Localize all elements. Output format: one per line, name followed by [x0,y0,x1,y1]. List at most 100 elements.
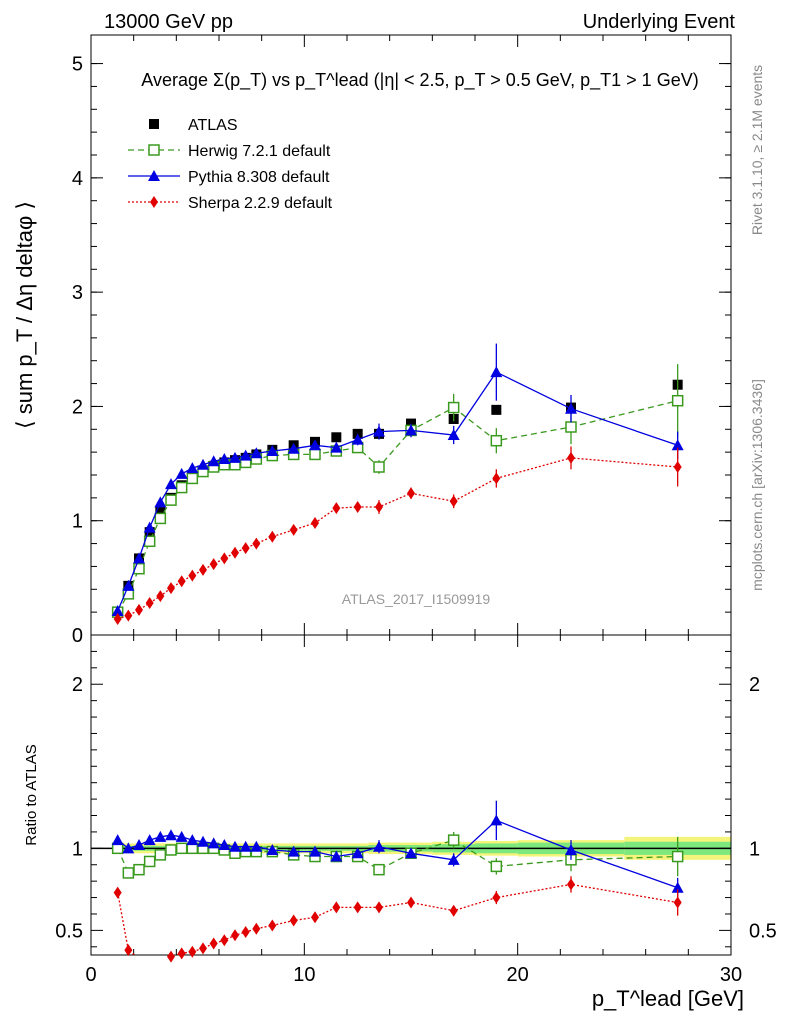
y-tick-label: 3 [72,282,83,304]
data-point [220,934,229,947]
ratio-panel: 0.5 0.51 12 20 10 20 30p_T^lead [GeV]Ratio to … [23,634,777,1011]
data-point [332,901,341,914]
data-point [229,451,241,463]
data-point [266,843,279,855]
series-pythia-8-308-default [111,343,684,616]
data-point [491,404,502,415]
data-point [133,839,145,851]
y-tick-label-right: 2 [749,674,760,696]
data-point [565,843,577,855]
data-point [309,439,321,451]
data-point [111,605,124,616]
data-point [671,850,684,863]
data-point [287,442,300,454]
data-point [289,523,298,536]
data-point [490,814,503,826]
series-pythia-8-308-default [111,800,684,898]
data-point [353,501,362,513]
legend-marker [149,119,159,129]
plot-frame [90,634,732,956]
data-point [353,901,362,914]
data-point [375,901,383,914]
data-point [154,849,167,861]
data-point [133,562,145,575]
data-point [218,453,231,464]
data-point [309,448,321,461]
chart-title: Average Σ(p_T) vs p_T^lead (|η| < 2.5, p… [141,70,698,91]
data-point [209,558,218,571]
data-point [177,947,186,960]
data-point [156,590,165,603]
data-point [188,945,197,958]
series-herwig-7-2-1-default [111,364,684,618]
data-point [154,830,167,842]
series-sherpa-2-2-9-default [113,876,682,963]
data-point [671,439,684,451]
data-point [218,839,231,851]
data-point [197,458,209,470]
data-point [252,922,261,935]
header-right: Underlying Event [583,11,736,33]
data-point [154,496,167,508]
data-point [241,926,250,939]
data-point [175,467,188,479]
analysis-watermark: ATLAS_2017_I1509919 [342,591,491,607]
data-point [122,579,135,591]
data-point [186,834,199,846]
data-point [567,451,575,464]
mcplots-label: mcplots.cern.ch [arXiv:1306.3436] [749,379,765,591]
legend-label: Herwig 7.2.1 default [188,143,331,160]
data-point [351,433,364,445]
data-point [209,937,218,950]
data-point [447,429,460,440]
data-point [122,842,135,854]
data-point [145,597,154,609]
y-tick-label: 4 [72,168,83,190]
data-point [175,830,188,842]
y-tick-label: 1 [72,511,83,533]
y-tick-label-right: 1 [749,838,760,860]
legend-marker [150,196,158,208]
data-point [490,366,503,378]
y-tick-label: 2 [72,396,83,418]
legend-marker [148,170,160,181]
data-point [143,521,156,533]
data-point [231,546,239,559]
data-point [250,840,263,852]
data-point [124,609,133,622]
data-point [252,537,261,550]
data-point [229,840,241,852]
data-point [671,394,684,407]
data-point [671,881,684,893]
legend-item-herwig-7-2-1-default: Herwig 7.2.1 default [128,143,331,160]
data-point [175,842,188,855]
legend-label: Sherpa 2.2.9 default [188,195,333,212]
y-axis-label: ⟨ sum p_T / Δη deltaφ ⟩ [12,201,37,429]
data-point [373,840,385,852]
data-point [407,487,415,500]
y-tick-label-right: 0.5 [749,920,777,942]
data-point [351,847,364,859]
data-point [133,863,145,876]
data-point [449,495,458,508]
y-tick-label: 5 [72,54,83,76]
data-point [268,919,277,932]
data-point [447,401,460,414]
data-point [186,472,199,485]
ratio-y-axis-label: Ratio to ATLAS [23,744,40,845]
x-axis-label: p_T^lead [GeV] [592,986,744,1011]
data-point [133,552,145,564]
header-left: 13000 GeV pp [104,11,233,33]
data-point [199,942,207,955]
data-point [143,855,156,868]
data-point [373,425,385,437]
legend-item-atlas: ATLAS [149,117,238,134]
data-point [250,447,263,459]
data-point [331,432,342,443]
y-tick-label: 0 [72,625,83,647]
data-point [113,886,122,899]
data-point [289,914,298,927]
data-point [490,434,503,447]
data-point [311,911,319,924]
rivet-label: Rivet 3.1.10, ≥ 2.1M events [749,65,765,235]
